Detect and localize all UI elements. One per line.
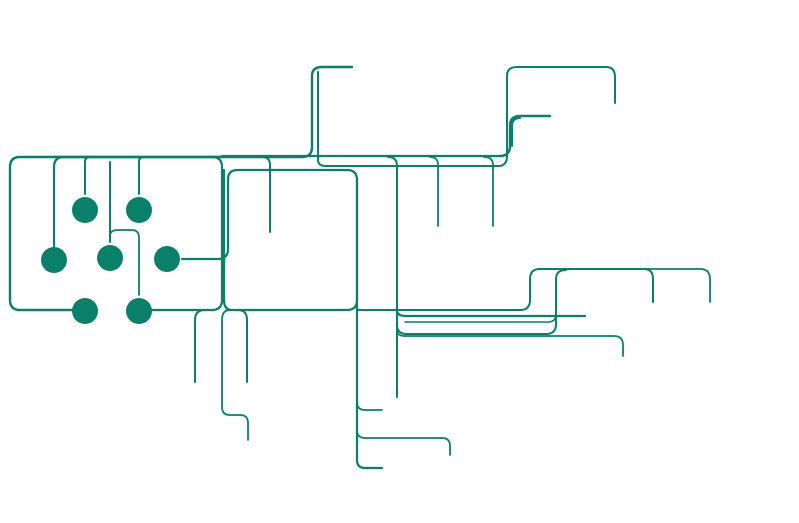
edge-22 [356, 401, 383, 411]
edge-21 [355, 178, 384, 470]
node-n3 [41, 247, 67, 273]
edge-23 [356, 429, 451, 456]
edge-25 [237, 309, 248, 383]
edge-30 [396, 269, 567, 335]
node-layer [41, 197, 180, 324]
edge-8 [139, 156, 144, 194]
edge-19 [498, 114, 552, 158]
edge-28 [643, 268, 711, 303]
edge-13 [429, 156, 439, 227]
edge-1 [8, 155, 224, 312]
edge-32 [404, 313, 557, 323]
edge-2 [149, 155, 224, 312]
edge-15 [387, 156, 398, 398]
edge-10 [84, 156, 91, 163]
node-n5 [154, 246, 180, 272]
node-n1 [72, 197, 98, 223]
edge-5 [52, 155, 66, 249]
edge-26 [221, 309, 249, 441]
edge-9 [109, 229, 140, 296]
edge-16 [300, 65, 354, 159]
edge-29 [395, 308, 587, 318]
edge-24 [194, 309, 206, 383]
node-n2 [126, 197, 152, 223]
edge-27 [356, 268, 654, 311]
edge-layer [8, 65, 711, 470]
node-n6 [72, 298, 98, 324]
edge-31 [396, 329, 624, 357]
edge-12 [261, 156, 271, 233]
node-n4 [97, 245, 123, 271]
edge-17 [317, 66, 616, 167]
edge-20 [511, 117, 521, 147]
edge-14 [483, 156, 494, 227]
node-n7 [126, 298, 152, 324]
